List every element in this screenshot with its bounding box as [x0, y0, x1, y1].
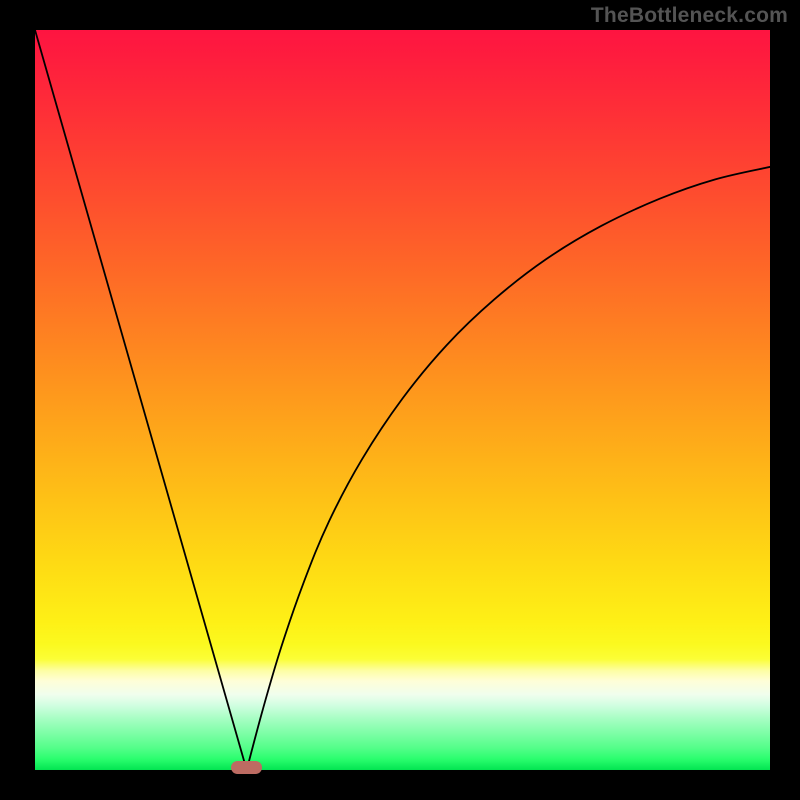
chart-curve-svg — [35, 30, 770, 770]
chart-frame: TheBottleneck.com — [0, 0, 800, 800]
performance-curve — [35, 30, 770, 770]
minimum-marker — [231, 761, 262, 774]
watermark-text: TheBottleneck.com — [591, 4, 788, 28]
plot-area — [35, 30, 770, 770]
